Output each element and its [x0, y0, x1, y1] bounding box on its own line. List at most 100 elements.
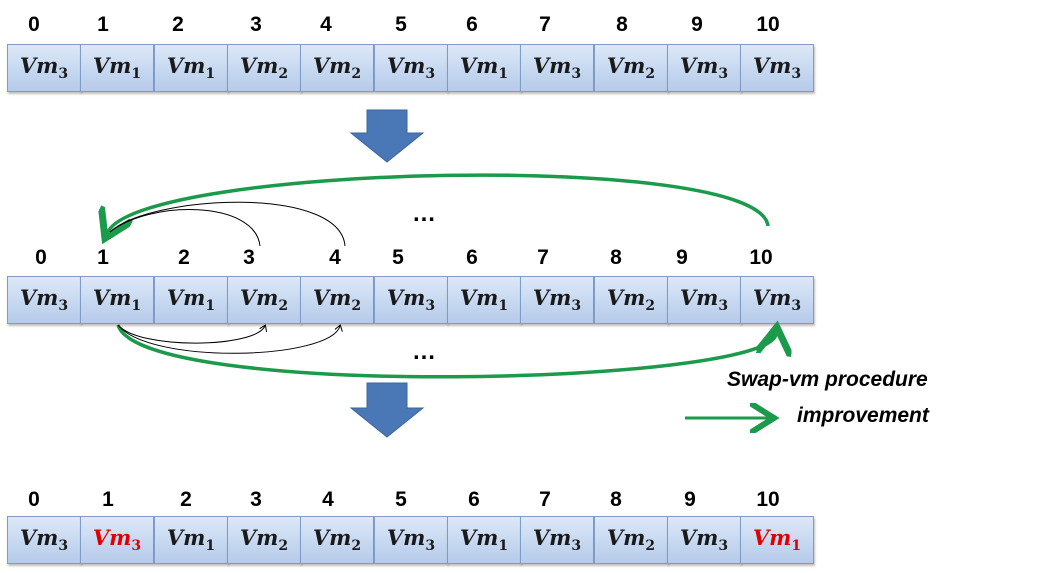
down-arrow-2 [349, 382, 425, 438]
vm-cell: Vm3 [740, 44, 814, 92]
vm-label: Vm1 [166, 53, 216, 83]
index-label: 8 [616, 13, 628, 36]
index-label: 10 [756, 488, 780, 511]
vm-label: Vm3 [386, 53, 436, 83]
vm-label: Vm2 [312, 525, 362, 555]
index-row-1: 0 1 2 3 4 5 6 7 8 9 10 [7, 13, 813, 43]
vm-label: Vm2 [239, 525, 289, 555]
vm-array-row-1: Vm3 Vm1 Vm1 Vm2 Vm2 Vm3 Vm1 Vm3 Vm2 Vm3 Vm3 [7, 44, 814, 94]
vm-label: Vm3 [92, 525, 142, 555]
swap-arc-top [108, 173, 770, 232]
index-label: 1 [102, 488, 114, 511]
vm-label: Vm1 [459, 525, 509, 555]
vm-array-row-2: Vm3 Vm1 Vm1 Vm2 Vm2 Vm3 Vm1 Vm3 Vm2 Vm3 Vm3 [7, 276, 814, 326]
index-label: 4 [322, 488, 334, 511]
vm-cell: Vm2 [227, 276, 301, 324]
vm-cell: Vm2 [227, 44, 301, 92]
index-label: 3 [250, 488, 262, 511]
vm-label: Vm2 [606, 53, 656, 83]
vm-cell: Vm1 [154, 276, 228, 324]
ellipsis-top: … [412, 200, 438, 227]
vm-cell: Vm2 [594, 44, 668, 92]
vm-array-row-3: Vm3 Vm3 Vm1 Vm2 Vm2 Vm3 Vm1 Vm3 Vm2 Vm3 Vm1 [7, 516, 814, 566]
vm-cell: Vm2 [594, 516, 668, 564]
index-label: 1 [97, 246, 109, 269]
vm-cell: Vm1 [447, 276, 521, 324]
vm-label: Vm1 [92, 285, 142, 315]
index-label: 10 [749, 246, 773, 269]
index-label: 6 [466, 246, 478, 269]
index-label: 9 [691, 13, 703, 36]
vm-label: Vm1 [459, 285, 509, 315]
swap-arc-bottom [116, 325, 776, 379]
vm-label: Vm3 [19, 53, 69, 83]
vm-cell: Vm2 [300, 516, 374, 564]
index-row-3: 0 1 2 3 4 5 6 7 8 9 10 [7, 488, 813, 518]
vm-cell: Vm3 [7, 516, 81, 564]
vm-label: Vm1 [752, 525, 802, 555]
index-label: 0 [28, 13, 40, 36]
vm-label: Vm3 [19, 525, 69, 555]
compare-arc-bottom-3 [117, 325, 265, 344]
vm-cell: Vm3 [520, 516, 594, 564]
ellipsis-bottom: … [412, 338, 438, 365]
compare-arc-top-4 [109, 201, 346, 247]
vm-label: Vm3 [679, 53, 729, 83]
vm-cell: Vm3 [374, 276, 448, 324]
vm-cell: Vm1 [447, 516, 521, 564]
index-label: 10 [756, 13, 780, 36]
vm-cell: Vm3 [667, 276, 741, 324]
vm-cell: Vm3 [7, 44, 81, 92]
vm-cell: Vm3 [520, 44, 594, 92]
vm-label: Vm1 [166, 285, 216, 315]
vm-label: Vm3 [679, 285, 729, 315]
vm-label: Vm3 [752, 285, 802, 315]
index-label: 0 [35, 246, 47, 269]
index-label: 1 [97, 13, 109, 36]
vm-cell: Vm1 [154, 516, 228, 564]
vm-label: Vm2 [312, 53, 362, 83]
vm-label: Vm2 [606, 285, 656, 315]
index-label: 4 [329, 246, 341, 269]
vm-label: Vm2 [239, 53, 289, 83]
index-label: 5 [392, 246, 404, 269]
index-label: 2 [172, 13, 184, 36]
vm-label: Vm3 [19, 285, 69, 315]
index-label: 2 [178, 246, 190, 269]
vm-cell: Vm3 [374, 516, 448, 564]
index-label: 0 [28, 488, 40, 511]
vm-cell: Vm1 [447, 44, 521, 92]
vm-label: Vm3 [532, 285, 582, 315]
index-label: 5 [395, 13, 407, 36]
vm-label: Vm3 [532, 525, 582, 555]
index-label: 6 [466, 13, 478, 36]
vm-cell: Vm2 [594, 276, 668, 324]
index-label: 8 [610, 488, 622, 511]
index-label: 7 [539, 13, 551, 36]
index-label: 7 [539, 488, 551, 511]
vm-label: Vm3 [386, 285, 436, 315]
vm-label: Vm3 [386, 525, 436, 555]
index-label: 7 [537, 246, 549, 269]
index-label: 3 [243, 246, 255, 269]
vm-cell: Vm2 [300, 44, 374, 92]
vm-label: Vm3 [752, 53, 802, 83]
vm-cell: Vm3 [740, 276, 814, 324]
vm-label: Vm1 [166, 525, 216, 555]
vm-label: Vm2 [312, 285, 362, 315]
vm-label: Vm2 [239, 285, 289, 315]
compare-arc-bottom-4 [117, 325, 340, 354]
vm-cell: Vm3 [7, 276, 81, 324]
index-label: 6 [468, 488, 480, 511]
vm-cell: Vm1 [80, 44, 154, 92]
index-label: 3 [250, 13, 262, 36]
vm-label: Vm1 [92, 53, 142, 83]
vm-cell: Vm2 [227, 516, 301, 564]
vm-cell: Vm3 [520, 276, 594, 324]
index-row-2: 0 1 2 3 4 5 6 7 8 9 10 [7, 246, 813, 276]
vm-cell: Vm1 [80, 276, 154, 324]
index-label: 9 [676, 246, 688, 269]
vm-cell: Vm2 [300, 276, 374, 324]
vm-label: Vm2 [606, 525, 656, 555]
